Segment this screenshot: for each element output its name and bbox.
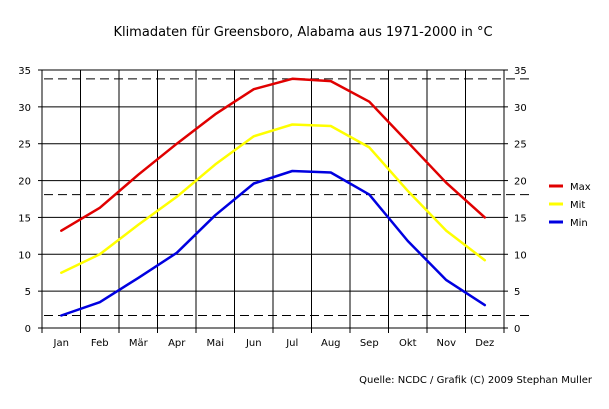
y-tick-label-right: 20 bbox=[514, 177, 527, 188]
series-lines bbox=[60, 77, 487, 317]
y-tick-label-left: 10 bbox=[18, 250, 31, 261]
y-tick-label-left: 15 bbox=[18, 213, 31, 224]
y-tick-label-left: 25 bbox=[18, 140, 31, 151]
x-tick-label: Jul bbox=[285, 338, 298, 349]
y-tick-label-right: 25 bbox=[514, 140, 527, 151]
y-tick-label-left: 20 bbox=[18, 177, 31, 188]
grid bbox=[42, 70, 504, 328]
x-tick-label: Sep bbox=[360, 338, 379, 349]
x-tick-label: Jun bbox=[245, 338, 262, 349]
x-tick-label: Nov bbox=[436, 338, 456, 349]
y-tick-label-left: 30 bbox=[18, 103, 31, 114]
series-line-mit bbox=[60, 123, 487, 274]
y-tick-label-left: 0 bbox=[25, 324, 31, 335]
y-tick-label-left: 35 bbox=[18, 66, 31, 77]
x-tick-label: Dez bbox=[475, 338, 494, 349]
series-line-min bbox=[60, 169, 487, 317]
x-tick-label: Okt bbox=[399, 338, 417, 349]
x-tick-label: Aug bbox=[321, 338, 341, 349]
x-tick-label: Apr bbox=[168, 338, 186, 349]
x-tick-label: Mai bbox=[206, 338, 224, 349]
y-tick-label-right: 15 bbox=[514, 213, 527, 224]
y-tick-label-right: 10 bbox=[514, 250, 527, 261]
series-line-max bbox=[60, 77, 487, 232]
y-tick-label-right: 0 bbox=[514, 324, 520, 335]
y-axis-right-ticks: 0 5 10 15 20 25 30 35 bbox=[504, 66, 527, 335]
legend: Max Mit Min bbox=[549, 182, 591, 229]
y-tick-label-right: 5 bbox=[514, 287, 520, 298]
y-tick-label-right: 35 bbox=[514, 66, 527, 77]
x-tick-label: Jan bbox=[53, 338, 69, 349]
legend-label-min: Min bbox=[570, 218, 588, 229]
x-tick-label: Mär bbox=[129, 338, 149, 349]
source-credit: Quelle: NCDC / Grafik (C) 2009 Stephan M… bbox=[359, 375, 593, 386]
legend-label-mit: Mit bbox=[570, 200, 585, 211]
y-tick-label-left: 5 bbox=[25, 287, 31, 298]
legend-label-max: Max bbox=[570, 182, 591, 193]
x-axis-ticks: Jan Feb Mär Apr Mai Jun Jul Aug Sep Okt Nov Dez bbox=[41, 328, 505, 349]
y-axis-left-ticks: 0 5 10 15 20 25 30 35 bbox=[18, 66, 42, 335]
chart-title: Klimadaten für Greensboro, Alabama aus 1… bbox=[113, 25, 492, 40]
y-tick-label-right: 30 bbox=[514, 103, 527, 114]
x-tick-label: Feb bbox=[91, 338, 109, 349]
